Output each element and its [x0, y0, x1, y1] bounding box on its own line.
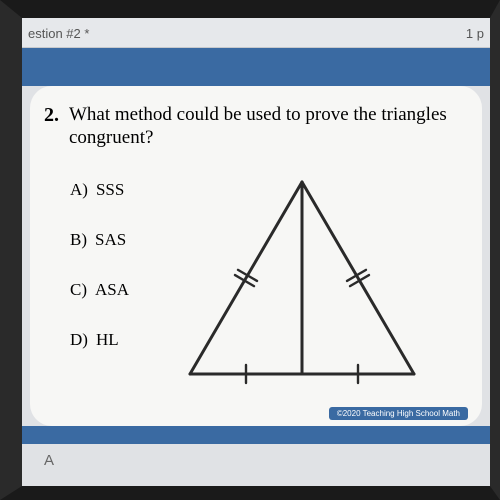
choice-text: ASA	[95, 280, 129, 299]
choice-label: C)	[70, 280, 87, 299]
blue-band-top	[22, 48, 490, 86]
figure-wrap	[135, 174, 468, 386]
triangle-diagram	[182, 174, 422, 386]
choice-b[interactable]: B) SAS	[70, 230, 129, 250]
choice-d[interactable]: D) HL	[70, 330, 129, 350]
choice-text: SSS	[96, 180, 124, 199]
question-indicator: estion #2 *	[28, 26, 89, 41]
choice-text: HL	[96, 330, 119, 349]
choice-text: SAS	[95, 230, 126, 249]
choice-label: A)	[70, 180, 88, 199]
form-header: estion #2 * 1 p	[22, 18, 490, 48]
question-row: 2. What method could be used to prove th…	[44, 104, 468, 150]
choice-c[interactable]: C) ASA	[70, 280, 129, 300]
answer-option-a[interactable]: A	[22, 444, 490, 469]
choice-label: D)	[70, 330, 88, 349]
question-text: What method could be used to prove the t…	[69, 104, 468, 150]
question-number: 2.	[44, 104, 59, 150]
choice-a[interactable]: A) SSS	[70, 180, 129, 200]
attribution-badge: ©2020 Teaching High School Math	[329, 407, 468, 420]
content-row: A) SSS B) SAS C) ASA D) HL	[44, 174, 468, 386]
device-frame: estion #2 * 1 p 2. What method could be …	[0, 0, 500, 500]
choice-label: B)	[70, 230, 87, 249]
question-card: 2. What method could be used to prove th…	[30, 86, 482, 426]
points-indicator: 1 p	[466, 26, 484, 41]
blue-band-bottom	[22, 426, 490, 444]
choices-list: A) SSS B) SAS C) ASA D) HL	[44, 174, 129, 386]
